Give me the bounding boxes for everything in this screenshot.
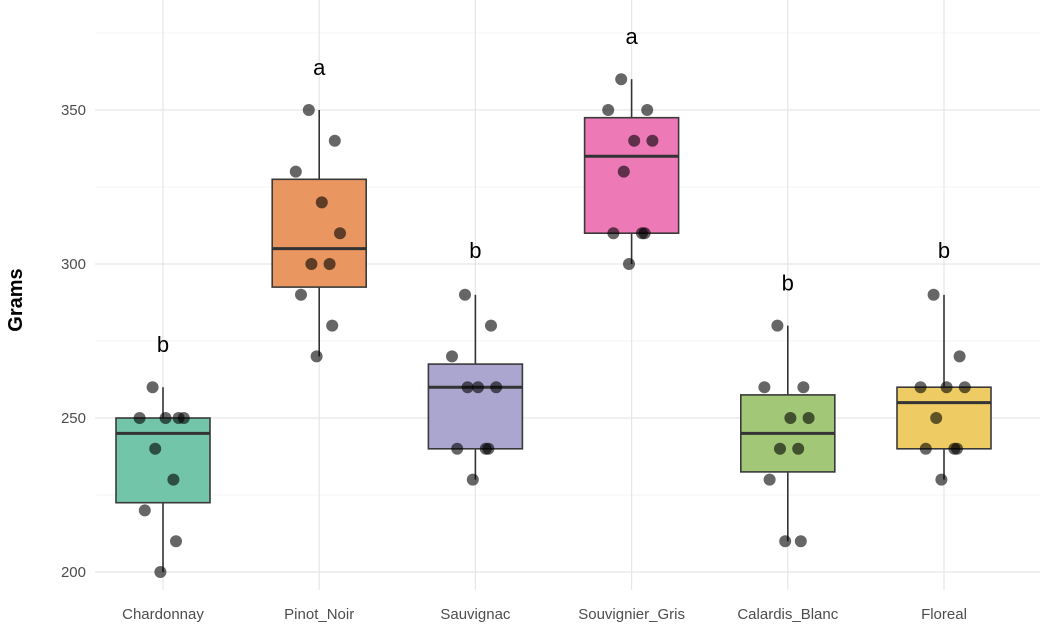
data-point: [641, 104, 654, 116]
data-point: [628, 134, 641, 147]
data-point: [919, 442, 932, 455]
significance-label: a: [625, 24, 638, 49]
box: [271, 178, 368, 288]
data-point: [623, 258, 635, 270]
data-point: [133, 412, 146, 424]
data-point: [958, 381, 971, 394]
y-tick-label: 350: [61, 102, 86, 119]
data-point: [797, 381, 810, 394]
x-tick-label: Floreal: [921, 606, 967, 623]
data-point: [779, 535, 792, 548]
data-points: [133, 73, 971, 578]
y-tick-label: 250: [61, 410, 86, 427]
grid: [95, 0, 1040, 590]
data-point: [323, 258, 336, 270]
data-point: [289, 165, 302, 178]
data-point: [170, 535, 182, 548]
data-point: [146, 381, 159, 394]
data-point: [935, 473, 948, 486]
significance-label: a: [313, 55, 326, 80]
y-tick-label: 200: [61, 564, 86, 581]
significance-label: b: [938, 238, 950, 263]
data-point: [927, 288, 940, 301]
labels: 200 250 300 350 Chardonnay Pinot_Noir Sauvigna…: [61, 24, 967, 623]
x-tick-label: Sauvignac: [440, 606, 511, 623]
data-point: [149, 442, 162, 455]
data-point: [784, 412, 797, 424]
box: [427, 363, 524, 450]
y-tick-label: 300: [61, 256, 86, 273]
significance-label: b: [469, 238, 481, 263]
box: [583, 116, 680, 234]
data-point: [466, 473, 479, 486]
data-point: [472, 381, 484, 394]
data-point: [334, 227, 346, 240]
data-point: [617, 165, 630, 178]
x-tick-label: Pinot_Noir: [284, 606, 354, 623]
data-point: [914, 381, 927, 394]
data-point: [295, 288, 307, 301]
data-point: [763, 473, 776, 486]
data-point: [167, 473, 180, 486]
data-point: [459, 288, 471, 301]
data-point: [482, 442, 495, 455]
data-point: [771, 319, 784, 332]
data-point: [794, 535, 807, 548]
data-point: [305, 258, 318, 270]
data-point: [953, 350, 966, 363]
data-point: [446, 350, 458, 363]
data-point: [159, 412, 172, 424]
data-point: [774, 442, 786, 455]
data-point: [607, 227, 620, 240]
x-tick-label: Calardis_Blanc: [737, 606, 838, 623]
data-point: [461, 381, 474, 394]
data-point: [802, 412, 815, 424]
significance-label: b: [157, 332, 169, 357]
x-tick-label: Chardonnay: [122, 606, 204, 623]
box: [896, 386, 992, 450]
data-point: [315, 196, 328, 209]
data-point: [302, 104, 315, 116]
boxes: [115, 79, 992, 572]
data-point: [758, 381, 771, 394]
data-point: [602, 104, 615, 116]
data-point: [485, 319, 497, 332]
data-point: [310, 350, 323, 363]
data-point: [490, 381, 503, 394]
data-point: [792, 442, 805, 455]
data-point: [615, 73, 628, 86]
box: [115, 417, 211, 504]
significance-label: b: [782, 270, 794, 295]
data-point: [646, 134, 659, 147]
x-tick-label: Souvignier_Gris: [578, 606, 685, 623]
data-point: [138, 504, 151, 517]
data-point: [638, 227, 651, 240]
data-point: [328, 134, 341, 147]
data-point: [451, 442, 464, 455]
data-point: [930, 412, 943, 424]
data-point: [177, 412, 190, 424]
data-point: [951, 442, 963, 455]
y-axis-title: Grams: [5, 268, 27, 331]
data-point: [326, 319, 339, 332]
data-point: [940, 381, 953, 394]
data-point: [154, 566, 167, 578]
